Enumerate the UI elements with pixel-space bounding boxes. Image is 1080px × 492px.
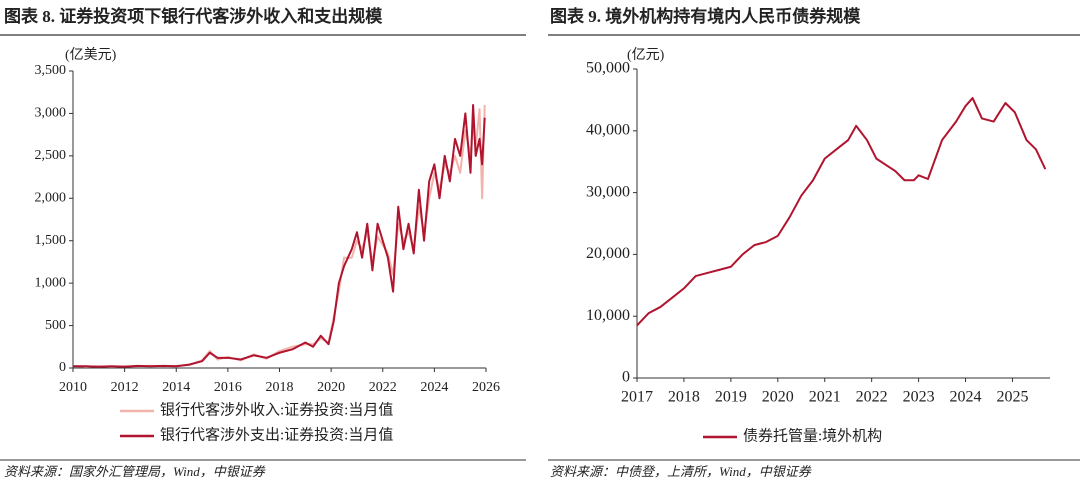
x-tick-label: 2020 <box>762 389 794 406</box>
x-tick-label: 2019 <box>715 389 747 406</box>
y-tick-label: 0 <box>622 369 630 386</box>
series-line <box>636 97 1047 327</box>
x-tick-label: 2016 <box>214 380 242 395</box>
x-tick-label: 2022 <box>369 380 397 395</box>
y-tick-label: 500 <box>45 318 66 333</box>
y-tick-label: 40,000 <box>586 121 630 138</box>
chart-title: 图表 8. 证券投资项下银行代客涉外收入和支出规模 <box>4 6 383 26</box>
y-tick-label: 3,000 <box>35 106 67 121</box>
y-tick-label: 2,500 <box>35 148 67 163</box>
x-tick-label: 2014 <box>162 380 190 395</box>
y-tick-label: 3,500 <box>35 63 67 78</box>
y-tick-label: 10,000 <box>586 307 630 324</box>
x-tick-label: 2018 <box>668 389 700 406</box>
y-tick-label: 20,000 <box>586 245 630 262</box>
legend-label: 银行代客涉外支出:证券投资:当月值 <box>160 426 393 443</box>
y-tick-label: 50,000 <box>586 60 630 77</box>
y-tick-label: 1,500 <box>35 233 67 248</box>
y-tick-label: 30,000 <box>586 183 630 200</box>
y-axis-unit: (亿元) <box>627 47 665 63</box>
x-tick-label: 2018 <box>266 380 294 395</box>
x-tick-label: 2023 <box>903 389 935 406</box>
x-tick-label: 2017 <box>621 389 653 406</box>
legend-label: 银行代客涉外收入:证券投资:当月值 <box>160 401 393 418</box>
x-tick-label: 2021 <box>809 389 841 406</box>
source-note: 资料来源：中债登，上清所，Wind，中银证券 <box>550 464 812 479</box>
x-tick-label: 2024 <box>420 380 448 395</box>
y-tick-label: 2,000 <box>35 191 67 206</box>
x-tick-label: 2026 <box>472 380 500 395</box>
x-tick-label: 2024 <box>950 389 982 406</box>
x-tick-label: 2012 <box>111 380 139 395</box>
y-tick-label: 1,000 <box>35 275 67 290</box>
chart-title: 图表 9. 境外机构持有境内人民币债券规模 <box>550 6 861 26</box>
source-note: 资料来源：国家外汇管理局，Wind，中银证券 <box>4 464 266 479</box>
y-tick-label: 0 <box>59 360 66 375</box>
x-tick-label: 2020 <box>317 380 345 395</box>
series-line <box>73 103 486 368</box>
y-axis-unit: (亿美元) <box>65 47 117 63</box>
x-tick-label: 2022 <box>856 389 888 406</box>
legend-label: 债券托管量:境外机构 <box>743 426 882 444</box>
x-tick-label: 2025 <box>996 389 1028 406</box>
x-tick-label: 2010 <box>59 380 87 395</box>
